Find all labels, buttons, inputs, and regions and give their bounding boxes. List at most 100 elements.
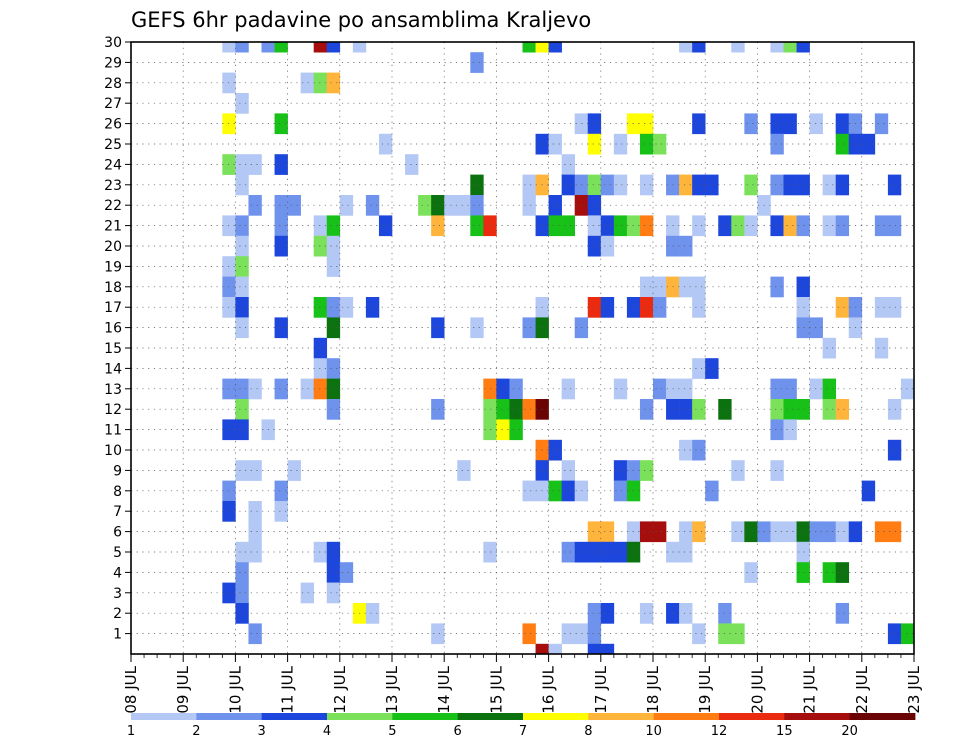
heatmap-cell <box>796 297 810 318</box>
heatmap-cell <box>705 174 719 196</box>
heatmap-cell <box>235 276 249 298</box>
heatmap-cell <box>653 378 667 400</box>
heatmap-cell <box>587 643 602 655</box>
heatmap-cell <box>248 460 262 481</box>
heatmap-cell <box>679 541 693 563</box>
heatmap-cell <box>587 235 602 257</box>
heatmap-cell <box>639 215 654 237</box>
heatmap-cell <box>744 174 758 196</box>
heatmap-cell <box>679 521 693 543</box>
heatmap-cell <box>679 439 693 461</box>
heatmap-cell <box>300 72 314 94</box>
heatmap-cell <box>796 276 810 298</box>
heatmap-cell <box>783 378 797 400</box>
heatmap-cell <box>235 93 249 114</box>
heatmap-cell <box>770 113 784 135</box>
y-tick-label: 6 <box>113 525 122 541</box>
heatmap-cell <box>274 195 288 216</box>
heatmap-cell <box>835 297 850 318</box>
heatmap-cell <box>561 480 575 502</box>
heatmap-cell <box>887 439 902 461</box>
heatmap-cell <box>326 358 341 379</box>
legend-swatch <box>392 713 459 720</box>
heatmap-cell <box>274 154 288 175</box>
heatmap-cell <box>613 460 628 481</box>
heatmap-cell <box>874 297 889 318</box>
heatmap-cell <box>653 276 667 298</box>
heatmap-cell <box>561 378 575 400</box>
heatmap-cell <box>470 317 484 339</box>
heatmap-cell <box>600 215 615 237</box>
heatmap-cell <box>235 419 249 441</box>
heatmap-cell <box>835 113 850 135</box>
heatmap-cell <box>274 215 288 237</box>
heatmap-cell <box>731 521 745 543</box>
heatmap-cell <box>326 541 341 563</box>
y-tick-label: 12 <box>104 402 122 418</box>
x-tick-label: 16 JUL <box>540 665 558 713</box>
heatmap-cell <box>796 541 810 563</box>
heatmap-cell <box>692 521 706 543</box>
heatmap-cell <box>874 337 889 359</box>
legend-label: 6 <box>454 724 462 739</box>
y-tick-label: 26 <box>104 117 122 133</box>
heatmap-cell <box>887 399 902 420</box>
heatmap-cell <box>287 460 301 481</box>
heatmap-cell <box>431 215 445 237</box>
y-tick-label: 10 <box>104 443 122 459</box>
heatmap-cell <box>235 582 249 604</box>
heatmap-cell <box>809 378 823 400</box>
heatmap-cell <box>822 174 836 196</box>
heatmap-cell <box>835 603 850 624</box>
heatmap-cell <box>339 297 354 318</box>
heatmap-cell <box>235 215 249 237</box>
heatmap-cell <box>679 378 693 400</box>
heatmap-cell <box>378 215 393 237</box>
heatmap-cell <box>548 643 562 655</box>
heatmap-cell <box>613 480 628 502</box>
heatmap-cell <box>509 419 523 441</box>
x-tick-label: 20 JUL <box>748 665 766 713</box>
heatmap-cell <box>783 521 797 543</box>
heatmap-cell <box>600 603 615 624</box>
heatmap-cell <box>809 521 823 543</box>
legend-label: 4 <box>323 724 331 739</box>
heatmap-cell <box>457 460 471 481</box>
heatmap-cell <box>770 42 784 53</box>
y-tick-label: 3 <box>113 586 122 602</box>
heatmap-cell <box>796 562 810 583</box>
heatmap-cell <box>313 42 328 53</box>
heatmap-cell <box>639 297 654 318</box>
heatmap-cell <box>248 195 262 216</box>
heatmap-cell <box>274 501 288 522</box>
heatmap-cell <box>835 133 850 155</box>
heatmap-cell <box>326 256 341 277</box>
heatmap-cell <box>326 297 341 318</box>
heatmap-cell <box>692 399 706 420</box>
legend-swatch <box>457 713 524 720</box>
heatmap-cell <box>313 358 328 379</box>
heatmap-cell <box>522 42 536 53</box>
y-axis: 1234567891011121314151617181920212223242… <box>104 35 131 643</box>
heatmap-cell <box>587 541 602 563</box>
heatmap-cell <box>235 174 249 196</box>
heatmap-cell <box>470 174 484 196</box>
heatmap-cell <box>274 113 288 135</box>
heatmap-cell <box>639 603 654 624</box>
y-tick-label: 19 <box>104 259 122 275</box>
heatmap-cell <box>822 378 836 400</box>
heatmap-cell <box>783 113 797 135</box>
heatmap-cell <box>783 419 797 441</box>
y-tick-label: 9 <box>113 463 122 479</box>
heatmap-cell <box>679 276 693 298</box>
heatmap-cell <box>613 541 628 563</box>
heatmap-cell <box>326 562 341 583</box>
heatmap-cell <box>496 378 510 400</box>
heatmap-cell <box>861 480 876 502</box>
heatmap-cell <box>352 42 367 53</box>
heatmap-cell <box>470 195 484 216</box>
heatmap-cell <box>561 460 575 481</box>
heatmap-cell <box>874 521 889 543</box>
y-tick-label: 23 <box>104 178 122 194</box>
